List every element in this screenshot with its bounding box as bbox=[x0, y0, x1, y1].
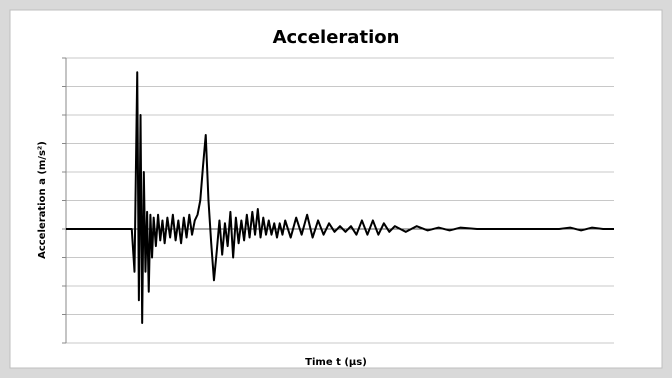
x-axis-label: Time t (µs) bbox=[305, 357, 367, 368]
chart-area bbox=[9, 9, 663, 369]
y-axis-label: Acceleration a (m/s²) bbox=[37, 141, 48, 259]
data-line bbox=[66, 71, 614, 325]
chart-title: Acceleration bbox=[273, 27, 400, 48]
